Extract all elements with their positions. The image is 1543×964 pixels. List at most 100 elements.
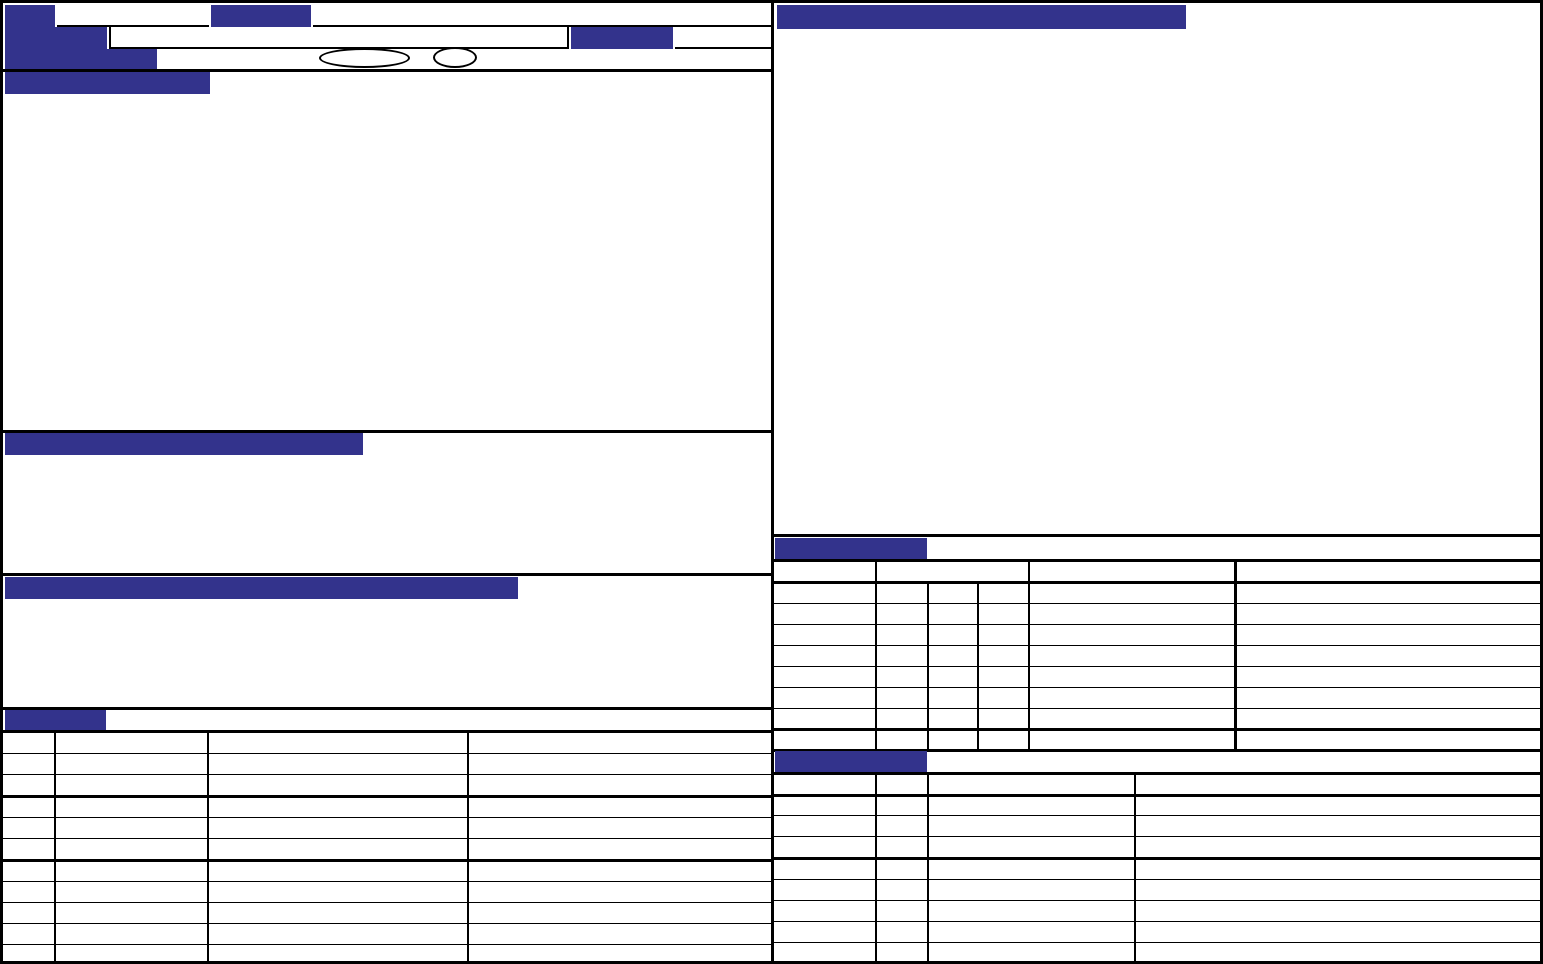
table-row[interactable] <box>1031 647 1232 665</box>
table-row[interactable] <box>930 881 1132 899</box>
table-row[interactable] <box>930 817 1132 835</box>
table-row[interactable] <box>1137 881 1540 899</box>
table-row[interactable] <box>210 798 465 816</box>
table-row[interactable] <box>777 668 873 686</box>
table-row[interactable] <box>930 796 1132 814</box>
table-row[interactable] <box>470 776 770 794</box>
table-row[interactable] <box>879 860 925 878</box>
table-row[interactable] <box>879 923 925 941</box>
table-row[interactable] <box>210 733 465 753</box>
table-row[interactable] <box>777 838 873 856</box>
table-row[interactable] <box>879 605 925 623</box>
table-row[interactable] <box>470 946 770 961</box>
table-row[interactable] <box>1237 584 1540 602</box>
table-row[interactable] <box>1237 689 1540 707</box>
table-row[interactable] <box>930 647 975 665</box>
table-row[interactable] <box>777 902 873 920</box>
table-row[interactable] <box>1031 668 1232 686</box>
table-row[interactable] <box>57 925 205 943</box>
table-row[interactable] <box>1137 838 1540 856</box>
table-row[interactable] <box>5 862 53 880</box>
table-row[interactable] <box>879 902 925 920</box>
table-row[interactable] <box>5 733 53 753</box>
table-row[interactable] <box>1237 626 1540 644</box>
table-row[interactable] <box>470 798 770 816</box>
table-row[interactable] <box>980 584 1026 602</box>
table-row[interactable] <box>1031 731 1232 748</box>
table-row[interactable] <box>57 904 205 922</box>
table-row[interactable] <box>1137 902 1540 920</box>
table-row[interactable] <box>470 840 770 858</box>
table-row[interactable] <box>470 904 770 922</box>
option-ellipse-wide[interactable] <box>319 48 410 68</box>
table-row[interactable] <box>470 925 770 943</box>
table-row[interactable] <box>1031 584 1232 602</box>
table-row[interactable] <box>777 605 873 623</box>
table-row[interactable] <box>210 862 465 880</box>
table-row[interactable] <box>470 819 770 837</box>
table-row[interactable] <box>5 946 53 961</box>
masthead-field-2[interactable] <box>313 5 771 27</box>
table-row[interactable] <box>470 733 770 753</box>
table-row[interactable] <box>1237 731 1540 748</box>
table-row[interactable] <box>879 689 925 707</box>
table-row[interactable] <box>1031 605 1232 623</box>
table-row[interactable] <box>5 819 53 837</box>
table-row[interactable] <box>879 584 925 602</box>
table-row[interactable] <box>777 923 873 941</box>
table-row[interactable] <box>470 862 770 880</box>
table-row[interactable] <box>210 904 465 922</box>
table-row[interactable] <box>879 796 925 814</box>
table-row[interactable] <box>5 776 53 794</box>
table-row[interactable] <box>930 860 1132 878</box>
table-row[interactable] <box>5 755 53 773</box>
table-row[interactable] <box>879 838 925 856</box>
table-row[interactable] <box>879 710 925 727</box>
table-row[interactable] <box>777 710 873 727</box>
table-row[interactable] <box>930 584 975 602</box>
table-row[interactable] <box>1237 605 1540 623</box>
table-row[interactable] <box>1237 668 1540 686</box>
table-row[interactable] <box>57 755 205 773</box>
table-row[interactable] <box>57 776 205 794</box>
table-row[interactable] <box>777 881 873 899</box>
table-row[interactable] <box>210 883 465 901</box>
table-row[interactable] <box>1237 710 1540 727</box>
table-row[interactable] <box>777 626 873 644</box>
table-row[interactable] <box>1137 796 1540 814</box>
table-row[interactable] <box>930 626 975 644</box>
table-row[interactable] <box>980 647 1026 665</box>
table-row[interactable] <box>930 605 975 623</box>
table-row[interactable] <box>879 731 925 748</box>
table-row[interactable] <box>930 923 1132 941</box>
table-row[interactable] <box>1137 923 1540 941</box>
table-row[interactable] <box>210 776 465 794</box>
table-row[interactable] <box>57 862 205 880</box>
table-row[interactable] <box>930 668 975 686</box>
table-row[interactable] <box>210 755 465 773</box>
table-row[interactable] <box>930 902 1132 920</box>
table-row[interactable] <box>930 731 975 748</box>
table-row[interactable] <box>5 925 53 943</box>
table-row[interactable] <box>879 626 925 644</box>
table-row[interactable] <box>1137 817 1540 835</box>
table-row[interactable] <box>930 944 1132 961</box>
table-row[interactable] <box>980 731 1026 748</box>
table-row[interactable] <box>930 710 975 727</box>
table-row[interactable] <box>5 798 53 816</box>
table-row[interactable] <box>57 840 205 858</box>
table-row[interactable] <box>1031 689 1232 707</box>
table-row[interactable] <box>980 626 1026 644</box>
table-row[interactable] <box>57 819 205 837</box>
table-row[interactable] <box>777 944 873 961</box>
table-row[interactable] <box>980 668 1026 686</box>
table-row[interactable] <box>879 647 925 665</box>
masthead-field-4[interactable] <box>675 27 771 49</box>
table-row[interactable] <box>879 881 925 899</box>
masthead-field-1[interactable] <box>57 5 209 27</box>
table-row[interactable] <box>57 883 205 901</box>
table-row[interactable] <box>1031 626 1232 644</box>
table-row[interactable] <box>210 840 465 858</box>
table-row[interactable] <box>777 689 873 707</box>
table-row[interactable] <box>777 796 873 814</box>
